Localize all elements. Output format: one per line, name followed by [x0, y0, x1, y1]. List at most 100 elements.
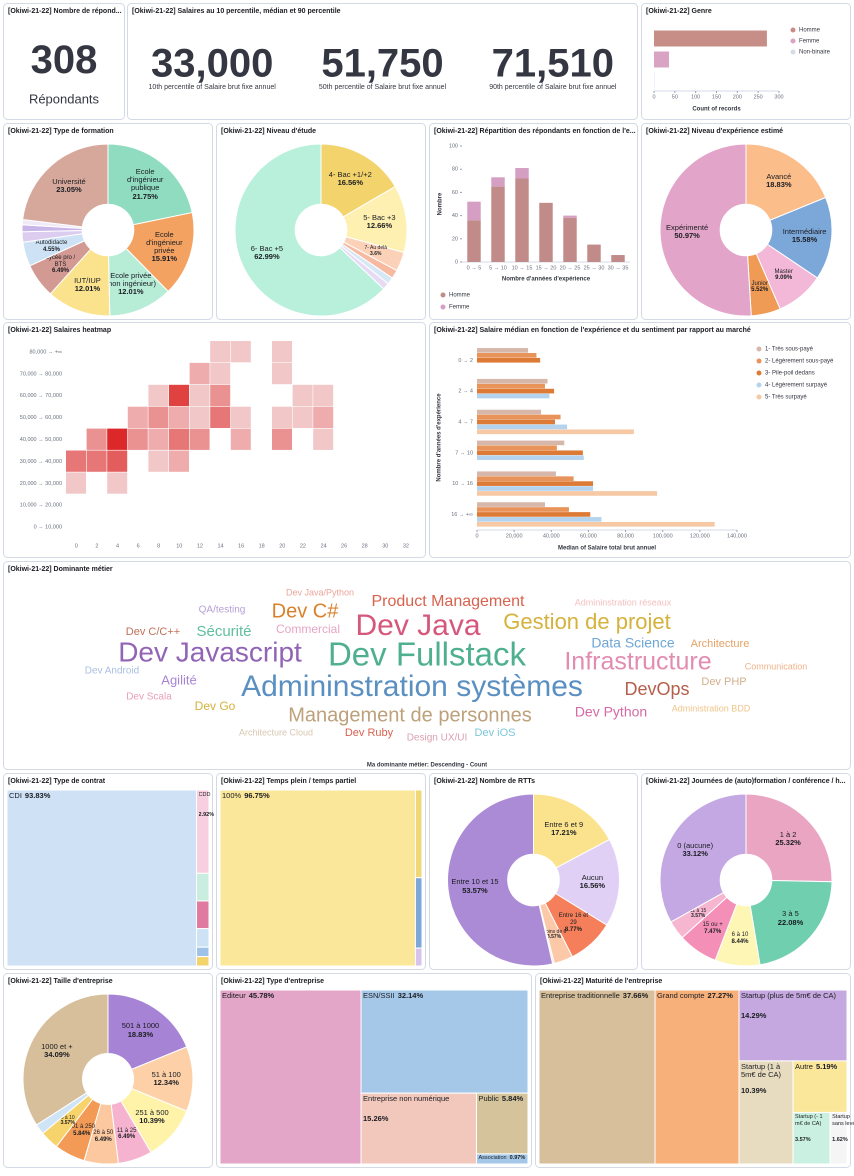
label-value: 50.97%	[674, 232, 699, 240]
legend-marker	[791, 50, 796, 55]
x-tick-label: 18	[259, 544, 265, 550]
x-tick-label: 2	[95, 544, 98, 550]
label-name: ESN/SSII	[363, 992, 395, 1000]
bar	[467, 220, 480, 262]
label-value: 12.34%	[154, 1079, 179, 1087]
word: Commercial	[276, 622, 340, 636]
label: 1000 et +34.09%	[29, 1031, 85, 1071]
x-axis-title: Ma dominante métier: Descending - Count	[367, 763, 487, 769]
legend-marker	[791, 39, 796, 44]
heat-cell	[66, 451, 86, 472]
panel-title: [Okiwi-21-22] Temps plein / temps partie…	[221, 778, 356, 785]
label-value: 8.44%	[731, 939, 748, 946]
bar	[477, 517, 601, 522]
bar	[563, 216, 576, 218]
bar	[477, 446, 557, 451]
treemap-cell	[197, 957, 209, 966]
label-value: 5.84%	[502, 1095, 523, 1103]
label-value: 3.57%	[795, 1137, 811, 1143]
y-tick-label: 70,000 → 80,000	[20, 371, 62, 377]
label-name: Ecole d'ingénieur publique	[117, 168, 173, 193]
panel-title: [Okiwi-21-22] Maturité de l'entreprise	[540, 978, 662, 985]
bar	[491, 177, 504, 186]
heat-cell	[272, 363, 292, 384]
label-value: 93.83%	[25, 792, 50, 800]
label-value: 18.83%	[128, 1031, 153, 1039]
label-value: 6.49%	[118, 1134, 135, 1141]
panel-title: [Okiwi-21-22] Salaires au 10 percentile,…	[132, 8, 341, 15]
label-value: 16.56%	[338, 179, 363, 187]
y-tick-label: 100	[449, 143, 458, 149]
label-box: Startup (- 1 m€ de CA) 3.57%	[795, 1114, 829, 1154]
panel-title: [Okiwi-21-22] Niveau d'expérience estimé	[646, 128, 783, 135]
bar	[477, 450, 583, 455]
heat-cell	[210, 407, 230, 428]
label-value: 18.83%	[766, 181, 791, 189]
y-tick-label: 80,000 → +∞	[29, 349, 62, 355]
label-value: 21.75%	[132, 193, 157, 201]
panel: [Okiwi-21-22] Journées de (auto)formatio…	[642, 774, 851, 970]
treemap-cell	[415, 790, 422, 878]
heat-cell	[313, 385, 333, 406]
metric-value: 33,000	[151, 42, 273, 86]
bar	[477, 410, 541, 415]
label-value: 15.91%	[152, 255, 177, 263]
bar	[477, 425, 567, 430]
label-name: 6 à 10	[732, 932, 749, 939]
x-axis-title: Count of records	[692, 107, 741, 113]
label-value: 32.14%	[398, 992, 423, 1000]
word: Admininstration réseaux	[575, 597, 672, 607]
word: Dev iOS	[475, 727, 516, 739]
legend-marker	[441, 305, 446, 310]
label-name: Public	[478, 1095, 498, 1103]
metric-label: 50th percentile of Salaire brut fixe ann…	[319, 84, 447, 91]
legend-label: 1- Très sous-payé	[765, 347, 814, 353]
word: QA/testing	[199, 605, 246, 616]
bar	[477, 358, 540, 363]
x-tick-label: 6	[137, 544, 140, 550]
panel: [Okiwi-21-22] Répartition des répondants…	[430, 124, 638, 320]
label-value: 12.01%	[75, 285, 100, 293]
x-tick-label: 200	[733, 94, 742, 100]
label-value: 25.32%	[775, 839, 800, 847]
heat-cell	[169, 385, 189, 406]
x-tick-label: 20,000	[506, 533, 523, 539]
label-box: 3 à 522.08%	[763, 899, 819, 939]
label-name: 100%	[222, 792, 241, 800]
bar	[477, 507, 569, 512]
label-value: 2.92%	[199, 812, 215, 818]
x-tick-label: 26	[341, 544, 347, 550]
panel: [Okiwi-21-22] Nombre de répond...308Répo…	[4, 4, 125, 120]
y-axis-title: Nombre	[438, 192, 444, 215]
label-name: Startup (- 1 m€ de CA)	[795, 1114, 829, 1126]
label-value: 27.27%	[708, 992, 733, 1000]
metric-label: 90th percentile of Salaire brut fixe ann…	[489, 84, 617, 91]
word: Design UX/UI	[407, 733, 468, 744]
panel: [Okiwi-21-22] Maturité de l'entrepriseEn…	[536, 974, 854, 1168]
metric-value: 308	[31, 38, 98, 82]
x-tick-label: 32	[403, 544, 409, 550]
label-value: 17.21%	[551, 829, 576, 837]
label-box: Startup (plus de 5m€ de CA)14.29%	[741, 992, 846, 1032]
bar	[477, 491, 657, 496]
label-name: Ecole d'ingénieur privée	[136, 231, 192, 256]
legend-label: 4- Légèrement surpayé	[765, 383, 828, 389]
bar	[467, 202, 480, 221]
label: Startup (- 1 m€ de CA) 3.57%	[795, 1114, 829, 1154]
label: Startup (1 à 5m€ de CA)10.39%	[741, 1063, 792, 1103]
label-box: 1 à 225.32%	[760, 819, 816, 859]
label-value: 22.08%	[778, 919, 803, 927]
